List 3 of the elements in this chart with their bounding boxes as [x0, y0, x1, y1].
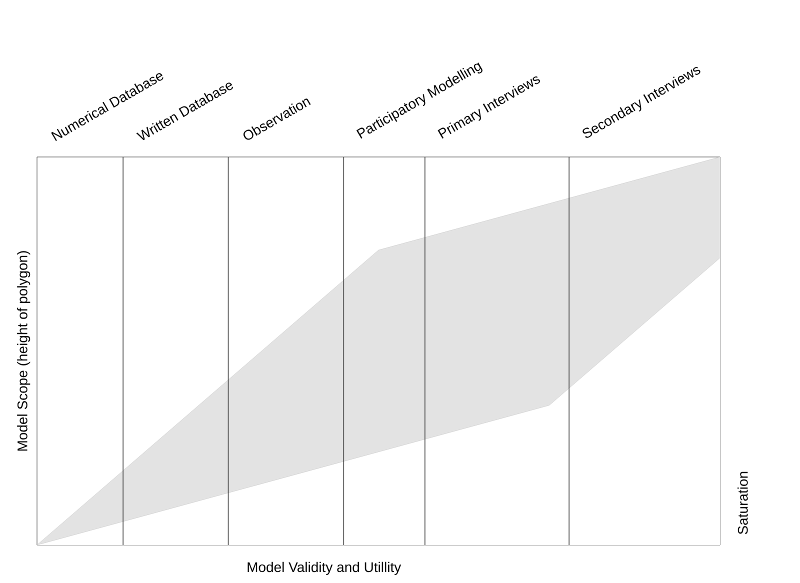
y2-axis-title: Saturation — [738, 472, 748, 534]
x-axis-title: Model Validity and Utillity — [248, 562, 402, 575]
y-axis-title: Model Scope (height of polygon) — [17, 251, 30, 451]
